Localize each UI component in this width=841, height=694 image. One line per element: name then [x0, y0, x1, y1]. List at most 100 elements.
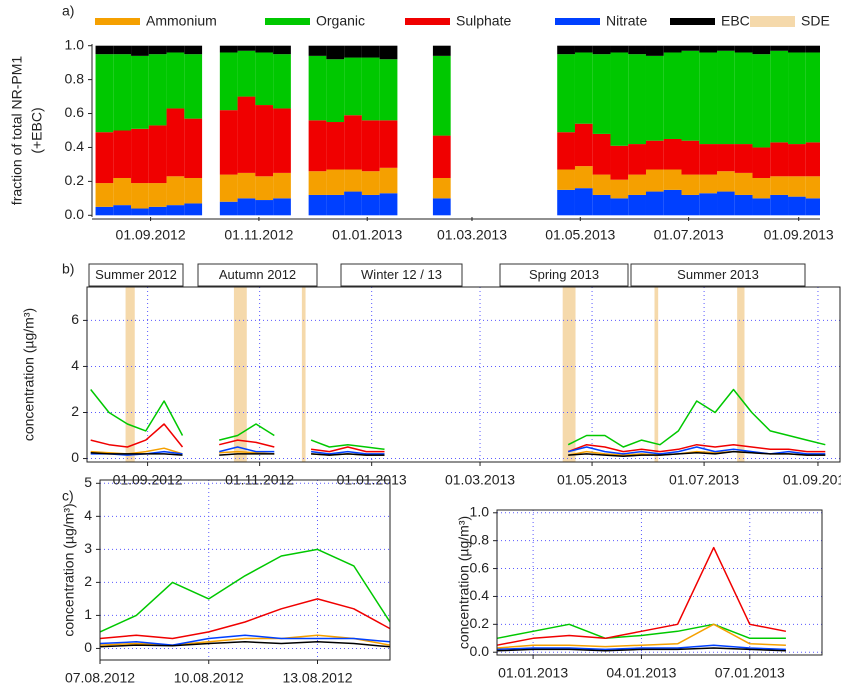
bar-segment: [432, 45, 451, 56]
bar-segment: [557, 132, 575, 170]
y-tick-label: 0.6: [65, 104, 85, 120]
bar-segment: [308, 171, 327, 195]
bar-segment: [148, 45, 167, 55]
bar-segment: [805, 142, 820, 177]
bar-segment: [326, 194, 345, 216]
y-tick-label: 1.0: [65, 36, 85, 52]
bar-segment: [663, 138, 682, 170]
bar-segment: [645, 140, 664, 170]
sde-band: [654, 287, 659, 462]
plot-frame: [496, 509, 823, 656]
bar-segment: [273, 45, 291, 55]
bar-segment: [273, 54, 291, 109]
bar-segment: [113, 205, 132, 216]
bar-segment: [752, 147, 771, 178]
y-tick-label: 0.4: [470, 587, 490, 603]
bar-segment: [308, 120, 327, 172]
bar-segment: [148, 206, 167, 216]
bar-segment: [219, 174, 238, 202]
bar-segment: [432, 198, 451, 216]
bar-segment: [113, 45, 132, 55]
legend-label: SDE: [801, 13, 830, 29]
bar-segment: [255, 176, 274, 201]
bar-segment: [237, 172, 256, 199]
y-tick-label: 2: [71, 403, 79, 419]
x-tick-label: 10.08.2012: [174, 670, 244, 686]
x-tick-label: 01.11.2012: [224, 227, 293, 243]
bar-segment: [770, 176, 789, 195]
bar-segment: [645, 169, 664, 192]
x-tick-label: 01.01.2013: [332, 227, 402, 243]
legend-swatch: [405, 18, 450, 25]
bar-segment: [610, 45, 629, 53]
bar-segment: [681, 174, 700, 195]
bar-segment: [273, 172, 291, 199]
bar-segment: [344, 169, 362, 192]
panel-label: b): [62, 261, 74, 277]
bar-segment: [326, 169, 345, 195]
season-box: [499, 263, 629, 287]
bar-segment: [699, 193, 718, 216]
season-box: [197, 263, 318, 287]
bar-segment: [184, 177, 203, 204]
legend-swatch: [95, 18, 140, 25]
y-axis-label: concentration (µg/m³): [456, 516, 472, 649]
bar-segment: [184, 203, 203, 216]
series-line: [99, 548, 391, 633]
legend-label: Nitrate: [606, 13, 647, 29]
series-line: [496, 623, 786, 649]
legend-swatch: [555, 18, 600, 25]
legend-swatch: [750, 16, 795, 27]
bar-segment: [788, 196, 806, 216]
x-tick-label: 01.03.2013: [445, 472, 515, 488]
x-tick-label: 01.09.2012: [116, 227, 186, 243]
bar-segment: [379, 167, 398, 194]
sde-band: [125, 287, 135, 462]
season-box: [630, 263, 806, 287]
series-line: [90, 450, 826, 457]
bar-segment: [361, 194, 380, 216]
bar-segment: [344, 57, 362, 116]
bar-segment: [628, 144, 646, 175]
sde-band: [562, 287, 576, 462]
y-tick-label: 1.0: [470, 503, 490, 519]
bar-segment: [273, 108, 291, 173]
season-label: Summer 2013: [677, 267, 759, 282]
bar-segment: [255, 200, 274, 216]
bar-segment: [628, 45, 646, 55]
bar-segment: [379, 120, 398, 168]
y-tick-label: 3: [84, 540, 92, 556]
series-line: [90, 388, 826, 451]
bar-segment: [770, 194, 789, 216]
season-boxes: [88, 263, 806, 287]
bar-segment: [681, 45, 700, 51]
y-tick-label: 0.8: [65, 70, 85, 86]
bar-segment: [237, 45, 256, 51]
x-tick-label: 04.01.2013: [606, 665, 676, 681]
bar-segment: [166, 176, 185, 206]
bar-segment: [148, 183, 167, 207]
bar-segment: [219, 110, 238, 175]
y-tick-label: 1: [84, 606, 92, 622]
bar-segment: [574, 188, 593, 216]
bar-segment: [361, 171, 380, 195]
series-line: [496, 623, 786, 640]
bar-segment: [699, 144, 718, 175]
season-box: [88, 263, 184, 287]
bar-segment: [717, 45, 735, 51]
legend: Ammonium Organic Sulphate Nitrate EBC SDE: [95, 13, 830, 29]
bar-segment: [592, 45, 611, 55]
bar-segment: [628, 194, 646, 216]
y-tick-label: 5: [84, 474, 92, 490]
bar-segment: [734, 194, 753, 216]
bar-segment: [699, 52, 718, 145]
bar-segment: [699, 174, 718, 194]
x-tick-label: 01.09.2013: [783, 472, 841, 488]
legend-label: Sulphate: [456, 13, 511, 29]
bar-segment: [557, 54, 575, 133]
bar-segment: [663, 169, 682, 190]
y-tick-label: 0.4: [65, 138, 85, 154]
bar-segment: [148, 125, 167, 184]
x-tick-label: 01.05.2013: [545, 227, 615, 243]
x-tick-label: 01.01.2013: [498, 665, 568, 681]
